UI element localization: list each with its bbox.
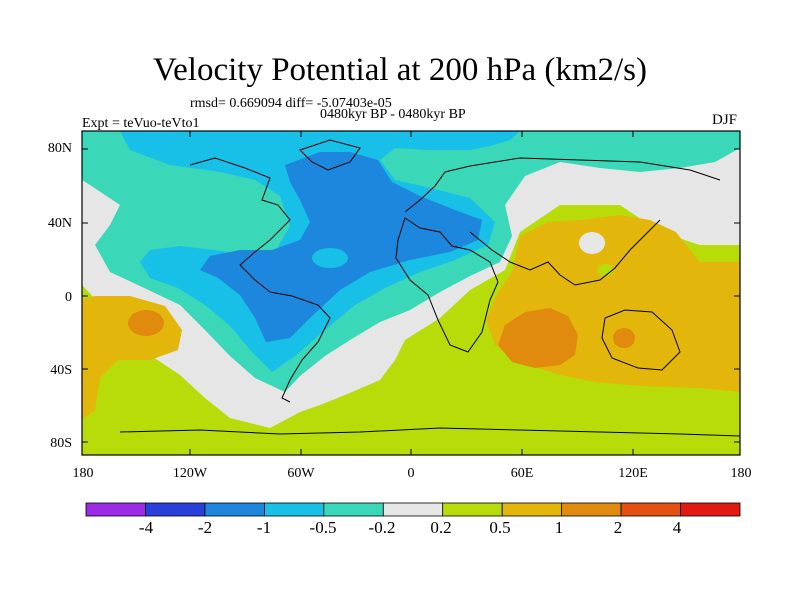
colorbar-label-5: 0.2 [430,518,452,537]
coastline-australia [601,309,681,371]
colorbar-box-3 [263,502,325,517]
coastline-eurasia-north [404,157,721,213]
lon-ticks [189,131,634,455]
colorbar-label-1: -2 [197,518,213,537]
colorbar-box-6 [442,502,503,517]
colorbar-label-0: -4 [138,518,154,537]
colorbar-label-3: -0.5 [309,518,337,537]
coastline-south-america [269,291,331,403]
lon-label-180w: 180 [72,466,94,481]
season-label: DJF [712,112,738,128]
field-dark-orange-indian [498,308,578,368]
field-dark-orange-australia [613,328,635,348]
colorbar [85,502,741,517]
colorbar-label-9: 4 [672,518,682,537]
coastline-antarctica [119,427,740,437]
lat-label-80n: 80N [47,141,72,156]
field-neutral-pocket-asia [579,232,605,254]
colorbar-label-2: -1 [256,518,272,537]
lat-label-0: 0 [65,290,72,305]
colorbar-label-7: 1 [554,518,564,537]
lat-label-40s: 40S [50,363,72,378]
lon-label-60e: 60E [510,466,534,481]
coastline-north-america [189,157,291,293]
field-cyan-pocket [312,248,348,268]
colorbar-box-8 [561,502,622,517]
colorbar-label-4: -0.2 [368,518,396,537]
colorbar-box-2 [204,502,265,517]
field-green-pocket-asia [597,264,613,276]
colorbar-box-9 [620,502,681,517]
lat-label-40n: 40N [47,216,72,231]
coastline-africa [395,217,499,353]
lon-label-60w: 60W [287,466,315,481]
colorbar-label-8: 2 [613,518,623,537]
field-blue-region [200,152,482,342]
coastlines [119,139,740,437]
coastline-south-asia [469,219,661,286]
map-title: Velocity Potential at 200 hPa (km2/s) [152,52,648,88]
colorbar-box-10 [680,502,741,517]
lat-label-80s: 80S [50,436,72,451]
lon-label-120e: 120E [618,466,648,481]
experiment-label: Expt = teVuo-teVto1 [82,116,200,131]
colorbar-box-1 [145,502,206,517]
lat-ticks [82,148,740,443]
field-dark-orange-pacific [128,310,164,336]
period-label: 0480kyr BP - 0480kyr BP [320,107,466,122]
coastline-greenland [299,139,361,171]
colorbar-box-0 [85,502,146,517]
lon-label-120w: 120W [172,466,208,481]
lon-label-0: 0 [407,466,415,481]
lon-label-180e: 180 [730,466,752,481]
colorbar-box-4 [323,502,384,517]
colorbar-box-5 [382,502,444,517]
velocity-potential-field [82,131,740,455]
colorbar-box-7 [501,502,563,517]
colorbar-label-6: 0.5 [489,518,511,537]
rmsd-diff-stats: rmsd= 0.669094 diff= -5.07403e-05 [190,96,392,111]
